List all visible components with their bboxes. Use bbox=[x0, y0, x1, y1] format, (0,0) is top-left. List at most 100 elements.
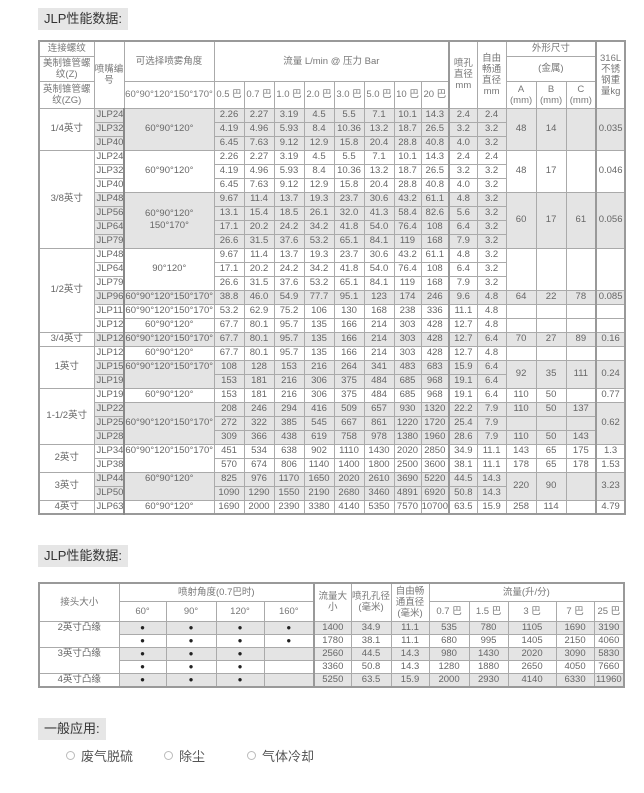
spray-angles: 60°90°120° 150°170° bbox=[123, 191, 215, 249]
flow-value: 119 bbox=[393, 233, 422, 249]
flow-value: 780 bbox=[468, 620, 509, 635]
section-title-applications: 一般应用: bbox=[38, 718, 106, 740]
flow-value: 61.1 bbox=[420, 191, 450, 207]
available-dot-icon: ● bbox=[237, 622, 243, 632]
orifice-diameter: 12.7 bbox=[448, 345, 478, 361]
free-passage-diameter: 11.1 bbox=[390, 620, 430, 635]
orifice-diameter: 19.1 bbox=[448, 373, 478, 389]
spray-angles: 60°90°120°150°170° bbox=[123, 289, 215, 305]
angle-availability: ● bbox=[118, 672, 167, 687]
flow-value: 638 bbox=[273, 443, 305, 459]
free-passage-diameter: 14.3 bbox=[390, 646, 430, 661]
flow-value: 37.6 bbox=[273, 275, 305, 291]
dim-b: 35 bbox=[535, 359, 567, 389]
flow-value: 65.1 bbox=[333, 233, 365, 249]
nozzle-model: JLP349 bbox=[93, 443, 125, 459]
free-passage-diameter: 6.4 bbox=[476, 387, 507, 403]
dim-a: 258 bbox=[505, 499, 537, 515]
flow-value: 7.63 bbox=[243, 177, 275, 193]
flow-value: 7.1 bbox=[363, 149, 395, 165]
orifice-diameter: 4.0 bbox=[448, 135, 478, 151]
table-row: JLP3815706748061140140018002500360038.11… bbox=[39, 457, 626, 473]
flow-value: 4140 bbox=[333, 499, 365, 515]
weight-kg: 3.23 bbox=[595, 471, 626, 501]
flow-value: 5220 bbox=[420, 471, 450, 487]
dim-c: 143 bbox=[565, 429, 597, 445]
angle-availability: ● bbox=[165, 620, 217, 635]
orifice-diameter: 12.7 bbox=[448, 331, 478, 347]
header-pressure: 7 巴 bbox=[555, 600, 595, 622]
flow-value: 62.9 bbox=[243, 303, 275, 319]
flow-value: 4060 bbox=[593, 633, 625, 648]
nozzle-model: JLP48 bbox=[93, 191, 125, 207]
flow-value: 14.3 bbox=[420, 149, 450, 165]
orifice-diameter: 38.1 bbox=[350, 633, 392, 648]
flow-value: 4.19 bbox=[213, 121, 245, 137]
flow-size: 2560 bbox=[313, 646, 352, 661]
flow-value: 26.5 bbox=[420, 163, 450, 179]
weight-kg: 0.77 bbox=[595, 387, 626, 403]
header-flow: 流量 L/min @ 压力 Bar bbox=[213, 40, 450, 82]
free-passage-diameter: 4.8 bbox=[476, 317, 507, 333]
dim-a bbox=[505, 317, 537, 333]
flow-value: 153 bbox=[273, 359, 305, 375]
flow-value: 3690 bbox=[393, 471, 422, 487]
application-item: 废气脱硫 bbox=[66, 746, 133, 765]
available-dot-icon: ● bbox=[188, 635, 194, 645]
flow-value: 7570 bbox=[393, 499, 422, 515]
dim-b: 17 bbox=[535, 149, 567, 193]
flow-value: 1320 bbox=[420, 401, 450, 417]
nozzle-model: JLP254 bbox=[93, 415, 125, 431]
orifice-diameter: 2.4 bbox=[448, 149, 478, 165]
flow-value: 416 bbox=[303, 401, 335, 417]
free-passage-diameter: 15.9 bbox=[476, 499, 507, 515]
dim-c bbox=[565, 471, 597, 501]
header-dim-a: A (mm) bbox=[505, 80, 537, 109]
flow-value: 82.6 bbox=[420, 205, 450, 221]
dim-c: 178 bbox=[565, 457, 597, 473]
dim-a: 143 bbox=[505, 443, 537, 459]
flow-value: 40.8 bbox=[420, 177, 450, 193]
weight-kg: 0.16 bbox=[595, 331, 626, 347]
flow-value: 67.7 bbox=[213, 345, 245, 361]
flow-value: 7.63 bbox=[243, 135, 275, 151]
flow-value: 19.3 bbox=[303, 247, 335, 263]
flow-value: 80.1 bbox=[243, 345, 275, 361]
flow-value: 1090 bbox=[213, 485, 245, 501]
table-row: JLP79 26.6 31.5 37.6 53.2 65.1 84.1 119 168 7.9 3.… bbox=[39, 233, 625, 249]
nozzle-model: JLP508 bbox=[93, 485, 125, 501]
flow-value: 385 bbox=[273, 415, 305, 431]
flow-value: 657 bbox=[363, 401, 395, 417]
flow-value: 11.4 bbox=[243, 191, 275, 207]
orifice-diameter: 2.4 bbox=[448, 107, 478, 123]
flow-value: 20.2 bbox=[243, 219, 275, 235]
weight-kg: 0.085 bbox=[595, 289, 626, 305]
free-passage-diameter: 3.2 bbox=[476, 163, 507, 179]
flow-value: 2190 bbox=[303, 485, 335, 501]
flow-value: 3090 bbox=[555, 646, 595, 661]
dim-b: 50 bbox=[535, 429, 567, 445]
table-row: 2英寸JLP34960°90°120°150°170°4515346389021… bbox=[38, 443, 626, 473]
dim-c bbox=[565, 247, 597, 291]
flow-value: 43.2 bbox=[393, 247, 422, 263]
flow-value: 685 bbox=[393, 387, 422, 403]
flow-value: 1550 bbox=[273, 485, 305, 501]
flow-value: 825 bbox=[213, 471, 245, 487]
flow-value: 619 bbox=[303, 429, 335, 445]
flow-value: 2610 bbox=[363, 471, 395, 487]
flow-value: 4050 bbox=[555, 659, 595, 674]
flow-value: 46.0 bbox=[243, 289, 275, 305]
orifice-diameter: 9.6 bbox=[448, 289, 478, 305]
flow-value: 26.6 bbox=[213, 233, 245, 249]
flow-value: 2150 bbox=[555, 633, 595, 648]
free-passage-diameter: 7.9 bbox=[476, 415, 507, 431]
flow-value: 130 bbox=[333, 303, 365, 319]
dim-b: 50 bbox=[535, 387, 567, 403]
weight-kg: 1.3 bbox=[595, 443, 626, 459]
dim-c bbox=[565, 317, 597, 333]
flow-value: 1280 bbox=[428, 659, 470, 674]
flow-value: 6.45 bbox=[213, 177, 245, 193]
flow-value: 484 bbox=[363, 387, 395, 403]
orifice-diameter: 63.5 bbox=[350, 672, 392, 687]
